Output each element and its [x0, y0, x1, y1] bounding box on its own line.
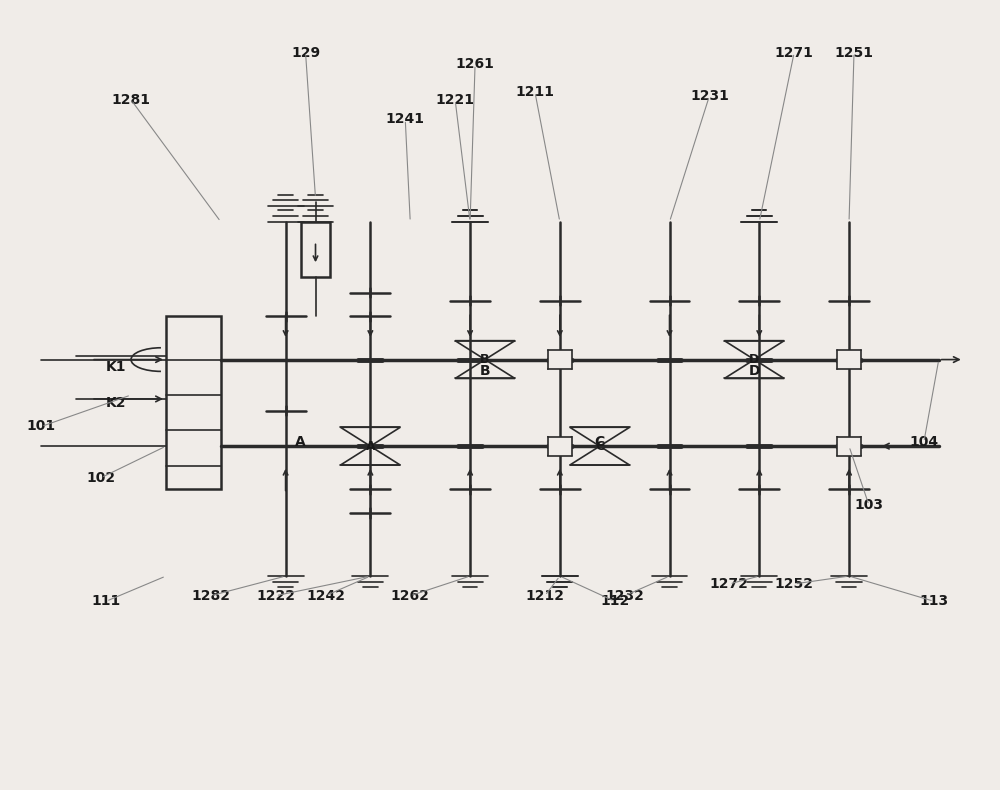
Text: 103: 103 — [854, 498, 883, 512]
Bar — [548, 437, 572, 456]
Bar — [548, 350, 572, 369]
Text: D: D — [749, 364, 760, 378]
Text: 129: 129 — [291, 46, 320, 59]
Text: 111: 111 — [91, 594, 121, 608]
Text: 1232: 1232 — [605, 589, 644, 603]
Text: K2: K2 — [106, 396, 126, 410]
Bar — [837, 437, 861, 456]
Text: 104: 104 — [909, 435, 938, 450]
Text: D: D — [749, 353, 759, 366]
Text: 1262: 1262 — [391, 589, 430, 603]
Text: 1241: 1241 — [386, 112, 425, 126]
Text: 1261: 1261 — [456, 58, 495, 71]
Text: 102: 102 — [87, 471, 116, 484]
Text: 1212: 1212 — [525, 589, 564, 603]
Text: 1252: 1252 — [775, 577, 814, 591]
Text: 1242: 1242 — [306, 589, 345, 603]
Bar — [166, 316, 221, 490]
Text: A: A — [366, 440, 375, 453]
Text: 101: 101 — [27, 419, 56, 434]
Text: B: B — [480, 353, 490, 366]
Text: 1222: 1222 — [256, 589, 295, 603]
Text: 1251: 1251 — [835, 46, 874, 59]
Text: C: C — [595, 435, 605, 450]
Text: 1272: 1272 — [710, 577, 749, 591]
Text: 1231: 1231 — [690, 88, 729, 103]
Text: 1271: 1271 — [775, 46, 814, 59]
Bar — [837, 350, 861, 369]
Text: 1281: 1281 — [112, 92, 151, 107]
Text: A: A — [295, 435, 306, 450]
Text: K1: K1 — [106, 360, 126, 374]
Text: 1282: 1282 — [191, 589, 230, 603]
Text: B: B — [480, 364, 490, 378]
Text: 113: 113 — [919, 594, 948, 608]
Text: 1221: 1221 — [436, 92, 475, 107]
Text: C: C — [595, 440, 604, 453]
Text: 1211: 1211 — [515, 85, 554, 99]
Text: 112: 112 — [600, 594, 629, 608]
Bar — [301, 222, 330, 277]
